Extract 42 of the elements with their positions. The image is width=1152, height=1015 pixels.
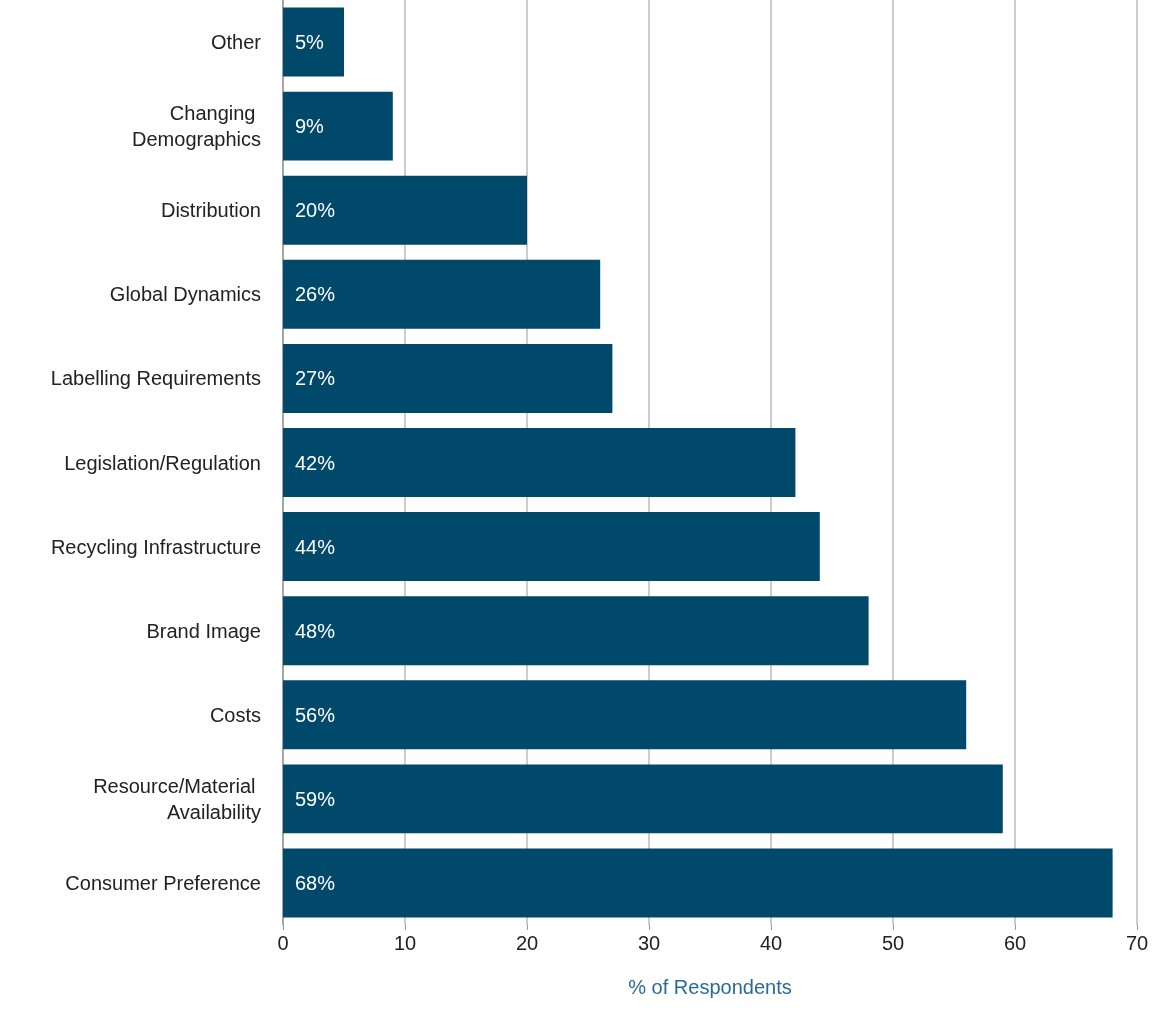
data-label: 56% — [295, 703, 336, 726]
bar — [283, 680, 967, 750]
bar — [283, 259, 601, 329]
data-label: 9% — [295, 115, 325, 138]
bar — [283, 91, 393, 161]
y-tick-label: Resource/Material Availability — [93, 774, 261, 823]
y-tick-label: Legislation/Regulation — [64, 451, 261, 474]
bar — [283, 596, 869, 666]
data-label: 48% — [295, 619, 336, 642]
x-tick-label: 60 — [1003, 932, 1027, 954]
bar — [283, 175, 527, 245]
bar — [283, 512, 820, 582]
data-label: 42% — [295, 451, 336, 474]
x-tick-label: 20 — [515, 932, 539, 954]
data-label: 20% — [295, 199, 336, 222]
y-tick-label: Changing Demographics — [132, 102, 261, 151]
x-tick-label: 30 — [637, 932, 661, 954]
bar — [283, 848, 1113, 918]
x-axis-title: % of Respondents — [628, 976, 792, 998]
x-tick-label: 0 — [277, 932, 289, 954]
data-label: 26% — [295, 283, 336, 306]
y-tick-label: Distribution — [160, 199, 261, 222]
data-label: 59% — [295, 787, 336, 810]
y-tick-label: Global Dynamics — [109, 283, 261, 306]
y-tick-label: Consumer Preference — [65, 871, 261, 894]
data-label: 5% — [295, 31, 325, 54]
data-label: 44% — [295, 535, 336, 558]
x-tick-label: 70 — [1125, 932, 1149, 954]
y-tick-label: Recycling Infrastructure — [50, 535, 261, 558]
data-label: 68% — [295, 871, 336, 894]
y-tick-label: Other — [210, 31, 262, 54]
y-tick-label: Brand Image — [146, 619, 261, 642]
y-tick-label: Costs — [209, 703, 261, 726]
x-tick-label: 40 — [759, 932, 783, 954]
data-label: 27% — [295, 367, 336, 390]
x-tick-label: 50 — [881, 932, 905, 954]
bar — [283, 428, 796, 497]
bar — [283, 343, 613, 413]
bar — [283, 764, 1003, 834]
bar — [283, 7, 344, 77]
x-tick-label: 10 — [393, 932, 417, 954]
y-tick-label: Labelling Requirements — [50, 367, 261, 390]
